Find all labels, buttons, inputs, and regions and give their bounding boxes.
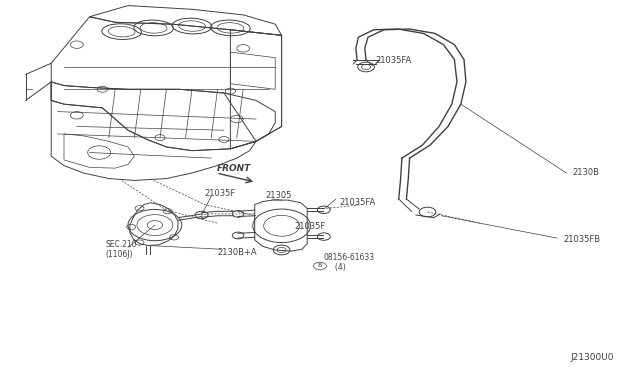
Text: FRONT: FRONT bbox=[216, 164, 251, 173]
Text: 2130B+A: 2130B+A bbox=[218, 248, 257, 257]
Text: 21035FA: 21035FA bbox=[339, 198, 376, 207]
Text: 08156-61633
     (4): 08156-61633 (4) bbox=[323, 253, 374, 272]
Text: 21305: 21305 bbox=[266, 191, 292, 200]
Text: 21035FA: 21035FA bbox=[376, 56, 412, 65]
Text: J21300U0: J21300U0 bbox=[571, 353, 614, 362]
Text: 21035F: 21035F bbox=[294, 222, 326, 231]
Text: 21035FB: 21035FB bbox=[563, 235, 600, 244]
Text: 21035F: 21035F bbox=[205, 189, 236, 198]
Text: B: B bbox=[318, 263, 322, 269]
Text: 2130B: 2130B bbox=[573, 169, 600, 177]
Text: SEC.210
(1106J): SEC.210 (1106J) bbox=[106, 240, 137, 259]
